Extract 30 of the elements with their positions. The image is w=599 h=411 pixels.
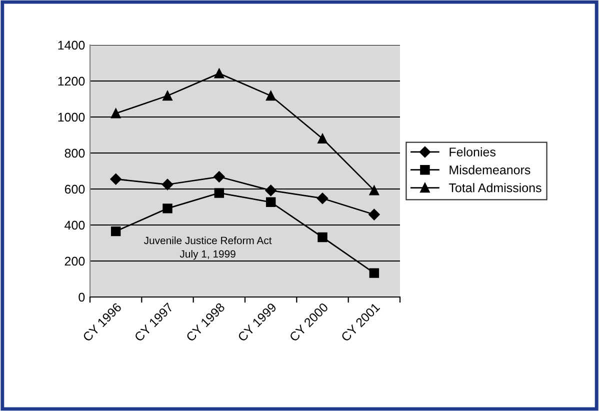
- y-tick-label: 400: [64, 220, 85, 230]
- point: [110, 108, 121, 118]
- point: [162, 90, 172, 101]
- point: [318, 232, 328, 242]
- point: [162, 178, 174, 190]
- point: [214, 68, 224, 78]
- legend-label: Felonies: [450, 147, 496, 156]
- point: [214, 171, 225, 182]
- point: [110, 226, 121, 236]
- point: [162, 204, 172, 214]
- y-tick-label: 200: [64, 256, 85, 266]
- point: [369, 268, 380, 278]
- point: [369, 186, 380, 196]
- annotation: Juvenile Justice Reform Act July 1, 1999: [144, 236, 272, 260]
- point: [318, 134, 328, 144]
- legend-label: Total Admissions: [448, 183, 542, 192]
- y-tick-label: 1400: [58, 40, 85, 50]
- point: [214, 188, 224, 198]
- point: [265, 184, 276, 196]
- y-tick-label: 1200: [58, 76, 85, 86]
- point: [110, 173, 122, 185]
- y-tick-label: 0: [78, 292, 85, 302]
- y-tick-label: 800: [64, 148, 85, 158]
- y-tick-label: 600: [64, 184, 85, 194]
- point: [368, 208, 380, 220]
- point: [266, 197, 276, 207]
- point: [316, 192, 328, 204]
- legend-label: Misdemeanors: [450, 165, 530, 174]
- point: [266, 90, 276, 101]
- y-tick-label: 1000: [58, 112, 85, 122]
